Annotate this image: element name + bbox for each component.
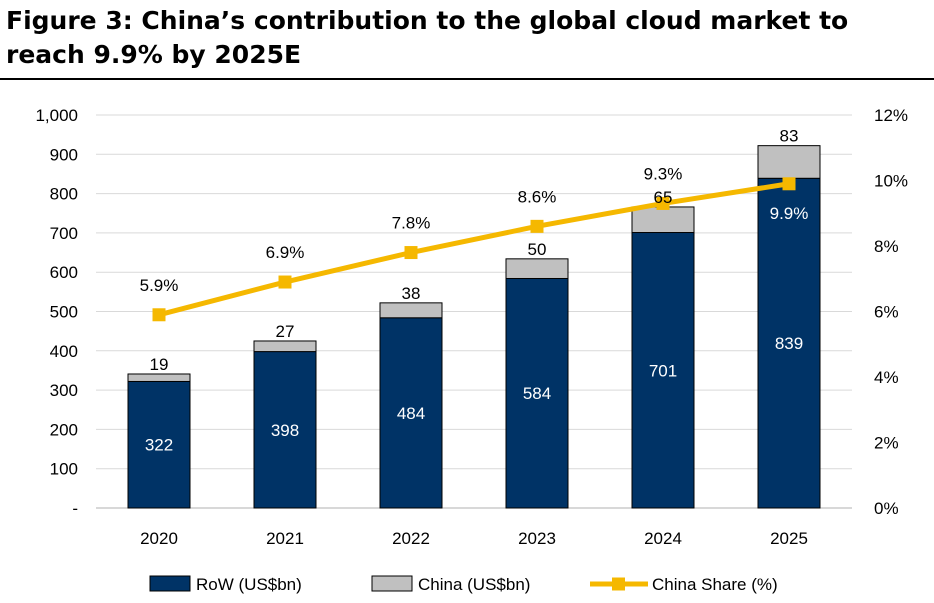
legend-label-row: RoW (US$bn) [196, 575, 302, 594]
right-tick-label: 4% [874, 368, 899, 387]
category-label: 2021 [266, 529, 304, 548]
bar-china-2020 [127, 373, 191, 382]
right-tick-label: 10% [874, 172, 908, 191]
bar-row-2020 [127, 380, 191, 509]
legend-label-china: China (US$bn) [418, 575, 530, 594]
left-tick-label: 600 [50, 263, 78, 282]
china-value-label: 65 [654, 188, 673, 207]
right-axis-ticks: 0% 2% 4% 6% 8% 10% 12% [874, 106, 908, 518]
legend-swatch-china [371, 575, 413, 592]
row-value-label: 839 [775, 334, 803, 353]
china-share-marker [278, 275, 292, 289]
share-value-label: 6.9% [266, 243, 305, 262]
china-value-label: 38 [402, 284, 421, 303]
left-tick-label: 700 [50, 224, 78, 243]
legend-label-share: China Share (%) [652, 575, 778, 594]
share-value-label: 9.9% [770, 204, 809, 223]
bar-row-2025 [757, 177, 821, 509]
china-value-label: 27 [276, 322, 295, 341]
china-value-label: 19 [150, 355, 169, 374]
category-label: 2020 [140, 529, 178, 548]
china-share-marker [152, 308, 166, 322]
legend-marker-share [612, 577, 625, 591]
right-tick-label: 2% [874, 434, 899, 453]
bar-row-2022 [379, 317, 443, 509]
bar-china-2021 [253, 340, 317, 353]
right-tick-label: 8% [874, 237, 899, 256]
left-tick-label: 200 [50, 420, 78, 439]
bar-china-2025 [757, 145, 821, 179]
left-tick-label: 800 [50, 185, 78, 204]
bar-china-2024 [631, 206, 695, 234]
china-share-line [158, 181, 790, 318]
bar-row-2021 [253, 351, 317, 509]
china-share-marker [404, 246, 418, 260]
right-tick-label: 12% [874, 106, 908, 125]
left-tick-label: 400 [50, 342, 78, 361]
legend-swatch-row [149, 575, 191, 592]
right-tick-label: 6% [874, 303, 899, 322]
bar-china-2022 [379, 302, 443, 319]
china-share-marker [656, 196, 670, 210]
left-tick-label: 500 [50, 303, 78, 322]
share-value-label: 8.6% [518, 187, 557, 206]
left-tick-label: - [72, 499, 78, 518]
left-tick-label: 100 [50, 460, 78, 479]
row-value-label: 701 [649, 361, 677, 380]
right-tick-label: 0% [874, 499, 899, 518]
row-value-label: 584 [523, 384, 551, 403]
row-value-label: 484 [397, 404, 425, 423]
row-value-label: 322 [145, 436, 173, 455]
left-tick-label: 900 [50, 145, 78, 164]
row-value-label: 398 [271, 421, 299, 440]
legend: RoW (US$bn) China (US$bn) China Share (%) [149, 575, 778, 594]
china-share-marker [530, 219, 544, 233]
bars [127, 145, 821, 509]
category-label: 2024 [644, 529, 682, 548]
china-value-label: 83 [780, 127, 799, 146]
china-share-marker [782, 177, 796, 191]
bar-china-2023 [505, 258, 569, 279]
share-value-label: 5.9% [140, 276, 179, 295]
category-label: 2023 [518, 529, 556, 548]
bar-row-2024 [631, 232, 695, 509]
share-value-label: 7.8% [392, 214, 431, 233]
chart-title: Figure 3: China’s contribution to the gl… [6, 6, 849, 69]
china-value-label: 50 [528, 240, 547, 259]
share-value-label: 9.3% [644, 164, 683, 183]
gridlines [96, 114, 852, 509]
category-label: 2025 [770, 529, 808, 548]
category-axis: 2020 2021 2022 2023 2024 2025 [140, 529, 808, 548]
data-labels: 322 19 5.9% 398 27 6.9% 484 38 7.8% 584 50 8.6% 701 6… [140, 127, 809, 455]
left-tick-label: 1,000 [35, 106, 78, 125]
share-line [152, 177, 796, 322]
category-label: 2022 [392, 529, 430, 548]
left-tick-label: 300 [50, 381, 78, 400]
bar-row-2023 [505, 277, 569, 509]
title-underline [0, 78, 934, 80]
left-axis-ticks: - 100 200 300 400 500 600 700 800 900 1,000 [35, 106, 78, 518]
